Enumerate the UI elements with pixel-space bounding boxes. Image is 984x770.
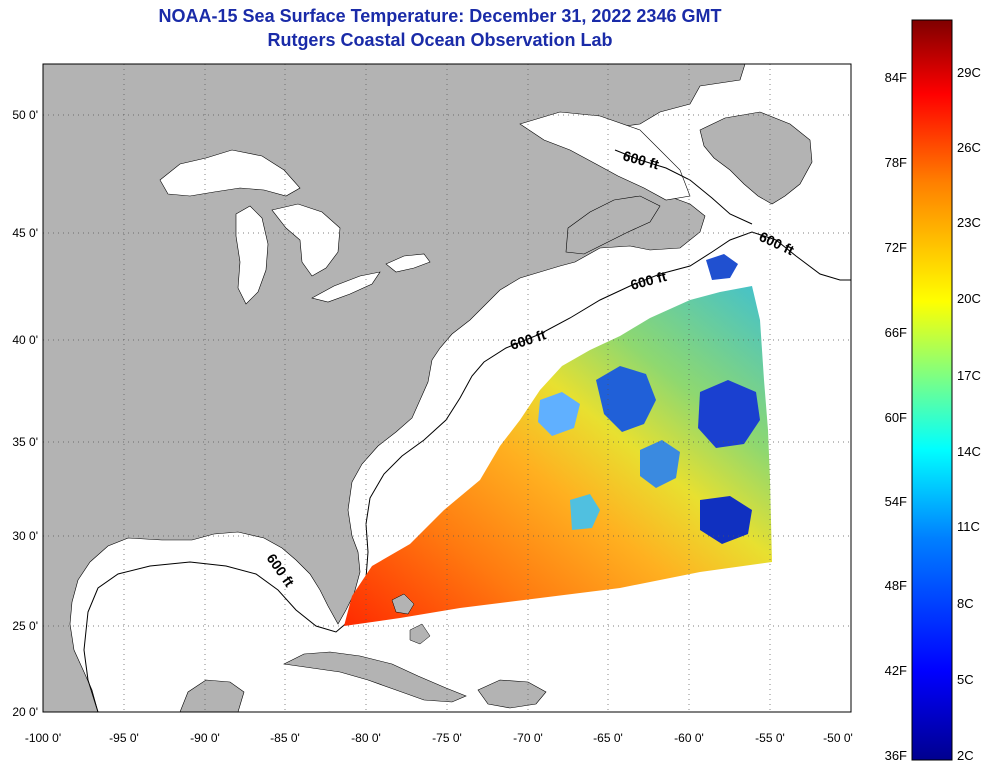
hispaniola-land	[477, 679, 547, 709]
lake-huron	[271, 203, 341, 277]
newfoundland-land	[699, 111, 813, 205]
colorbar-c-label: 14C	[957, 444, 981, 459]
yucatan-land	[179, 679, 245, 712]
lat-tick-label: 20 0'	[12, 705, 38, 719]
lon-tick-label: -85 0'	[270, 731, 300, 745]
gulf-st-lawrence	[519, 111, 691, 201]
map-frame	[42, 63, 852, 713]
lake-michigan	[235, 205, 269, 305]
colorbar-c-label: 17C	[957, 368, 981, 383]
colorbar-f-label: 60F	[885, 410, 907, 425]
lat-tick-label: 45 0'	[12, 226, 38, 240]
lake-ontario	[385, 253, 431, 273]
colorbar-f-label: 72F	[885, 240, 907, 255]
sst-cold-patches	[538, 254, 760, 544]
lon-tick-label: -65 0'	[593, 731, 623, 745]
lat-tick-label: 40 0'	[12, 333, 38, 347]
colorbar-c-label: 26C	[957, 140, 981, 155]
colorbar-c-label: 29C	[957, 65, 981, 80]
colorbar-c-label: 8C	[957, 596, 974, 611]
lon-tick-label: -60 0'	[674, 731, 704, 745]
sst-swath	[344, 286, 772, 626]
colorbar-f-label: 36F	[885, 748, 907, 763]
nova-scotia-land	[565, 195, 661, 255]
bahamas-land	[391, 593, 431, 645]
colorbar-c-label: 23C	[957, 215, 981, 230]
colorbar-f-label: 66F	[885, 325, 907, 340]
colorbar-c-label: 5C	[957, 672, 974, 687]
lat-tick-label: 50 0'	[12, 108, 38, 122]
colorbar-f-labels: 84F 78F 72F 66F 60F 54F 48F 42F 36F	[885, 70, 907, 763]
colorbar-f-label: 48F	[885, 578, 907, 593]
lon-tick-label: -100 0'	[25, 731, 61, 745]
lon-tick-label: -90 0'	[190, 731, 220, 745]
map-title: NOAA-15 Sea Surface Temperature: Decembe…	[158, 6, 722, 26]
colorbar-c-label: 20C	[957, 291, 981, 306]
colorbar-f-label: 54F	[885, 494, 907, 509]
lat-tick-label: 30 0'	[12, 529, 38, 543]
lat-tick-label: 35 0'	[12, 435, 38, 449]
lat-tick-label: 25 0'	[12, 619, 38, 633]
colorbar-f-label: 84F	[885, 70, 907, 85]
latitude-labels: 50 0' 45 0' 40 0' 35 0' 30 0' 25 0' 20 0…	[12, 108, 38, 719]
lon-tick-label: -55 0'	[755, 731, 785, 745]
lon-tick-label: -80 0'	[351, 731, 381, 745]
colorbar-f-label: 78F	[885, 155, 907, 170]
lake-superior	[159, 149, 301, 197]
lon-tick-label: -75 0'	[432, 731, 462, 745]
lon-tick-label: -50 0'	[823, 731, 853, 745]
cuba-land	[283, 651, 467, 703]
colorbar	[911, 19, 953, 761]
graticule	[43, 64, 851, 712]
lake-erie	[311, 271, 381, 303]
colorbar-c-label: 11C	[957, 519, 980, 534]
lon-tick-label: -95 0'	[109, 731, 139, 745]
isobath-600ft	[83, 231, 851, 712]
colorbar-f-label: 42F	[885, 663, 907, 678]
lon-tick-label: -70 0'	[513, 731, 543, 745]
colorbar-c-labels: 29C 26C 23C 20C 17C 14C 11C 8C 5C 2C	[957, 65, 981, 763]
longitude-labels: -100 0' -95 0' -90 0' -85 0' -80 0' -75 …	[25, 731, 853, 745]
colorbar-c-label: 2C	[957, 748, 974, 763]
map-subtitle: Rutgers Coastal Ocean Observation Lab	[267, 30, 613, 50]
isobath-600ft-gulf	[614, 149, 753, 225]
